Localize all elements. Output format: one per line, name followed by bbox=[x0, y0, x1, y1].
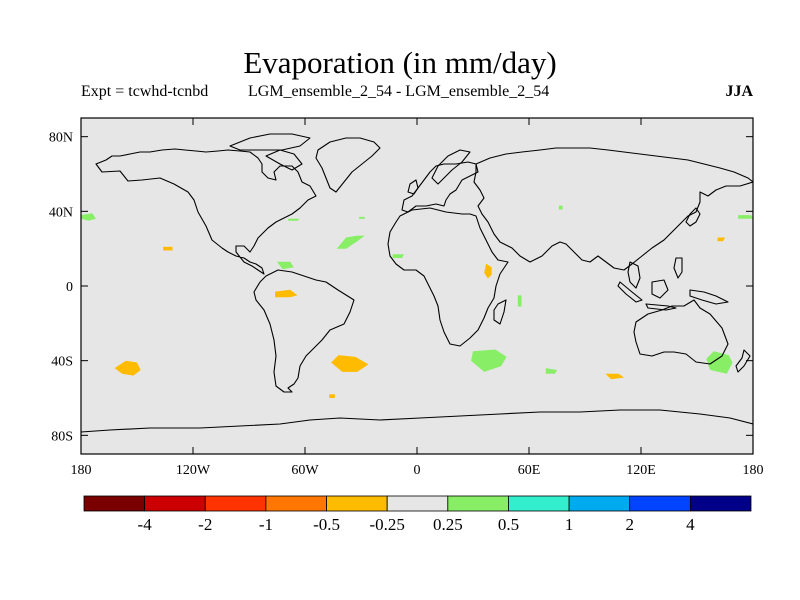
coastline-asia bbox=[473, 147, 753, 271]
colorbar-label: 2 bbox=[625, 515, 634, 534]
coastline-japan bbox=[685, 207, 701, 227]
colorbar-swatch bbox=[386, 495, 449, 512]
coastline-java bbox=[645, 303, 677, 311]
colorbar-swatch bbox=[204, 495, 267, 512]
anomaly-north-pacific-38n bbox=[738, 215, 753, 219]
coastlines bbox=[81, 133, 753, 433]
comparison-label: LGM_ensemble_2_54 - LGM_ensemble_2_54 bbox=[248, 83, 550, 100]
coastline-philippines bbox=[673, 257, 683, 279]
x-tick-label: 120W bbox=[176, 463, 211, 478]
map-title: Evaporation (in mm/day) bbox=[243, 45, 557, 80]
coastline-greenland bbox=[315, 137, 381, 193]
anomaly-east-pacific-20n bbox=[163, 246, 173, 251]
coastline-canadian-arctic bbox=[229, 133, 311, 151]
anomaly-caribbean bbox=[277, 261, 294, 270]
x-tick-label: 60E bbox=[518, 463, 541, 478]
coastline-borneo bbox=[651, 279, 669, 299]
coastline-scandinavia bbox=[431, 149, 471, 185]
season-label: JJA bbox=[725, 83, 753, 100]
colorbar-label: -2 bbox=[198, 515, 212, 534]
x-tick-label: 0 bbox=[414, 463, 421, 478]
colorbar: -4 -2 -1 -0.5 -0.25 0.25 0.5 1 2 4 bbox=[83, 495, 752, 534]
coastline-antarctica bbox=[81, 409, 753, 433]
anomaly-arabia-small bbox=[558, 205, 563, 210]
anomaly-indian-ocean-50s bbox=[605, 373, 625, 380]
colorbar-swatch bbox=[326, 495, 388, 512]
colorbar-swatch bbox=[144, 495, 206, 512]
colorbar-label: 0.5 bbox=[498, 515, 519, 534]
coastline-australia bbox=[633, 299, 729, 365]
y-tick-label: 40S bbox=[51, 355, 73, 370]
anomaly-indian-ocean-45s bbox=[545, 368, 557, 374]
axis-layer: 80N 40N 0 40S 80S 180 120W 60W 0 60E 120E 180 bbox=[49, 118, 764, 478]
colorbar-swatch bbox=[83, 495, 146, 512]
anomaly-west-africa-coast bbox=[392, 254, 404, 258]
coastline-new-zealand bbox=[735, 349, 751, 373]
coastline-indochina bbox=[627, 261, 641, 289]
colorbar-label: -0.25 bbox=[369, 515, 404, 534]
colorbar-swatch bbox=[508, 495, 570, 512]
anomaly-atlantic-bermuda bbox=[359, 216, 365, 219]
coastline-madagascar bbox=[493, 299, 507, 325]
y-tick-label: 80S bbox=[51, 429, 73, 444]
colorbar-label: -1 bbox=[259, 515, 273, 534]
anomaly-east-africa-lake bbox=[517, 295, 522, 307]
anomaly-amazon bbox=[275, 289, 298, 298]
anomaly-south-indian-35s bbox=[471, 349, 507, 372]
colorbar-swatch bbox=[265, 495, 327, 512]
x-tick-label: 60W bbox=[291, 463, 319, 478]
colorbar-label: -4 bbox=[138, 515, 153, 534]
coastline-baffin bbox=[265, 149, 303, 171]
colorbar-swatch bbox=[629, 495, 691, 512]
coastline-north-america bbox=[95, 148, 317, 275]
anomaly-sw-pacific-40s bbox=[114, 360, 141, 376]
colorbar-swatch bbox=[568, 495, 631, 512]
y-tick-label: 80N bbox=[49, 131, 73, 146]
coastline-south-america bbox=[253, 269, 355, 393]
colorbar-label: -0.5 bbox=[313, 515, 340, 534]
anomaly-south-atlantic-40s bbox=[331, 355, 369, 372]
anomaly-tasman-sea bbox=[706, 351, 733, 374]
y-tick-label: 0 bbox=[66, 280, 73, 295]
y-tick-label: 40N bbox=[49, 205, 73, 220]
anomaly-south-atlantic-small bbox=[329, 394, 335, 398]
anomaly-nw-pacific-25n bbox=[717, 237, 725, 242]
anomaly-layer bbox=[81, 205, 753, 398]
coastline-sumatra bbox=[617, 281, 643, 303]
experiment-label: Expt = tcwhd-tcnbd bbox=[81, 83, 209, 100]
colorbar-label: 0.25 bbox=[433, 515, 463, 534]
map-background bbox=[81, 118, 753, 454]
coastline-africa bbox=[387, 207, 509, 347]
anomaly-east-africa bbox=[484, 263, 492, 279]
colorbar-label: 4 bbox=[686, 515, 695, 534]
x-tick-label: 180 bbox=[71, 463, 92, 478]
anomaly-atlantic-small-35n bbox=[288, 218, 300, 221]
colorbar-label: 1 bbox=[565, 515, 574, 534]
x-tick-label: 120E bbox=[626, 463, 656, 478]
colorbar-swatch bbox=[689, 495, 752, 512]
coastline-new-guinea bbox=[689, 289, 729, 305]
coastline-britain bbox=[407, 179, 419, 195]
anomaly-n-atlantic-35n bbox=[336, 235, 365, 249]
coastline-europe bbox=[401, 161, 479, 213]
x-tick-label: 180 bbox=[743, 463, 764, 478]
colorbar-swatch bbox=[447, 495, 509, 512]
anomaly-nw-pacific-37n bbox=[81, 213, 96, 221]
